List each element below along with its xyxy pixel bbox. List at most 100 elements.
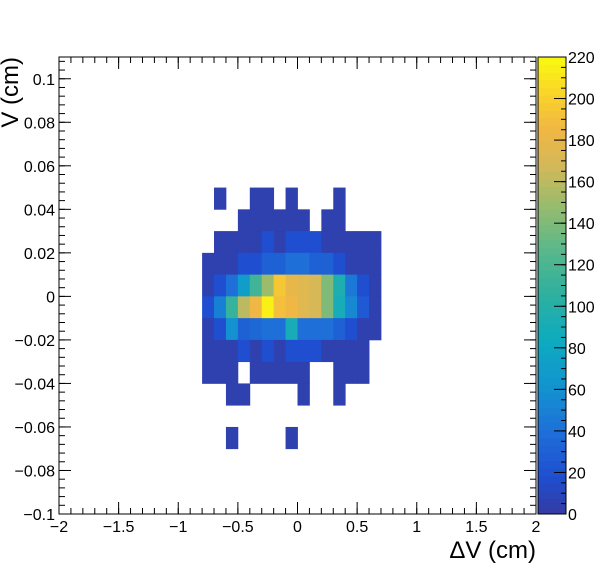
colorbar-segment (538, 209, 566, 218)
colorbar-tick-label: 0 (568, 507, 577, 524)
heatmap-cell (285, 426, 298, 450)
x-tick-label: −1 (169, 519, 187, 536)
heatmap-cell (249, 187, 263, 210)
colorbar-segment (538, 57, 566, 66)
heatmap-cell (333, 383, 346, 406)
heatmap-cell (202, 318, 215, 341)
colorbar-segment (538, 491, 566, 500)
colorbar-segment (538, 87, 566, 96)
y-tick-label: 0.02 (24, 246, 55, 263)
heatmap-cell (297, 209, 310, 232)
heatmap-cell (345, 252, 358, 276)
heatmap-cell (285, 339, 298, 363)
colorbar-segment (538, 376, 566, 386)
colorbar-segment (538, 216, 566, 226)
heatmap-cell (225, 383, 239, 406)
colorbar-segment (538, 422, 566, 431)
colorbar-segment (538, 79, 566, 88)
heatmap-cell (273, 274, 286, 297)
heatmap-cell (333, 274, 346, 297)
heatmap-cell (214, 361, 227, 384)
y-tick-label: 0.08 (24, 115, 55, 132)
colorbar-segment (538, 262, 566, 271)
colorbar-segment (538, 224, 566, 233)
colorbar-segment (538, 156, 566, 165)
heatmap-cell (202, 252, 215, 276)
heatmap-cell (345, 231, 358, 254)
heatmap-cell (333, 318, 346, 341)
colorbar-segment (538, 64, 566, 73)
colorbar-segment (538, 194, 566, 203)
heatmap-cell (357, 274, 370, 297)
heatmap-cell (333, 187, 346, 210)
heatmap-cell (237, 252, 251, 276)
y-tick-label: 0 (46, 289, 55, 306)
heatmap-cell (237, 296, 251, 319)
colorbar-segment (538, 445, 566, 454)
colorbar-segment (538, 140, 566, 149)
heatmap-cell (297, 383, 310, 406)
x-tick-label: 2 (532, 519, 541, 536)
colorbar-segment (538, 369, 566, 378)
colorbar-segment (538, 483, 566, 492)
heatmap-cell (357, 339, 370, 363)
heatmap-cell (249, 231, 263, 254)
heatmap-cell (261, 252, 275, 276)
heatmap-cell (309, 318, 322, 341)
heatmap-cell (357, 231, 370, 254)
heatmap-cell (249, 296, 263, 319)
colorbar-segment (538, 163, 566, 172)
heatmap-cell (369, 296, 382, 319)
heatmap-cell (321, 296, 334, 319)
colorbar-segment (538, 293, 566, 302)
y-tick-label: −0.1 (23, 507, 55, 524)
heatmap-cell (333, 296, 346, 319)
x-axis: −2 −1.5 −1 −0.5 0 0.5 1 1.5 2 (50, 57, 541, 536)
y-tick-label: 0.06 (24, 159, 55, 176)
heatmap-cell (202, 361, 215, 384)
heatmap-cell (237, 274, 251, 297)
heatmap-cell (285, 318, 298, 341)
heatmap-cell (237, 209, 251, 232)
heatmap-cell (285, 252, 298, 276)
heatmap-cell (273, 252, 286, 276)
heatmap-cell (249, 209, 263, 232)
heatmap-cell (202, 339, 215, 363)
heatmap-cell (321, 252, 334, 276)
colorbar-segment (538, 453, 566, 462)
colorbar-tick-label: 40 (568, 424, 586, 441)
colorbar-segment (538, 178, 566, 187)
heatmap-cell (214, 252, 227, 276)
heatmap-cell (297, 296, 310, 319)
colorbar-segment (538, 125, 566, 134)
colorbar-segment (538, 392, 566, 401)
heatmap-cell (249, 361, 263, 384)
heatmap-cell (285, 296, 298, 319)
heatmap-cell (237, 231, 251, 254)
heatmap-cells (202, 187, 382, 450)
colorbar-segment (538, 399, 566, 408)
heatmap-cell (321, 274, 334, 297)
heatmap-cell (285, 361, 298, 384)
heatmap-cell (285, 231, 298, 254)
heatmap-cell (309, 252, 322, 276)
colorbar-tick-label: 220 (568, 50, 595, 67)
colorbar-tick-label: 180 (568, 133, 595, 150)
x-tick-label: −1.5 (103, 519, 135, 536)
heatmap-cell (345, 361, 358, 384)
colorbar-segment (538, 331, 566, 340)
heatmap-cell (345, 318, 358, 341)
heatmap-cell (369, 231, 382, 254)
heatmap-cell (345, 274, 358, 297)
heatmap-cell (249, 318, 263, 341)
heatmap-cell (261, 296, 275, 319)
colorbar-segment (538, 72, 566, 81)
colorbar-segment (538, 270, 566, 279)
colorbar-tick-label: 80 (568, 341, 586, 358)
heatmap-cell (225, 274, 239, 297)
colorbar-tick-label: 140 (568, 216, 595, 233)
colorbar-segment (538, 133, 566, 142)
heatmap-cell (285, 209, 298, 232)
heatmap-cell (333, 209, 346, 232)
